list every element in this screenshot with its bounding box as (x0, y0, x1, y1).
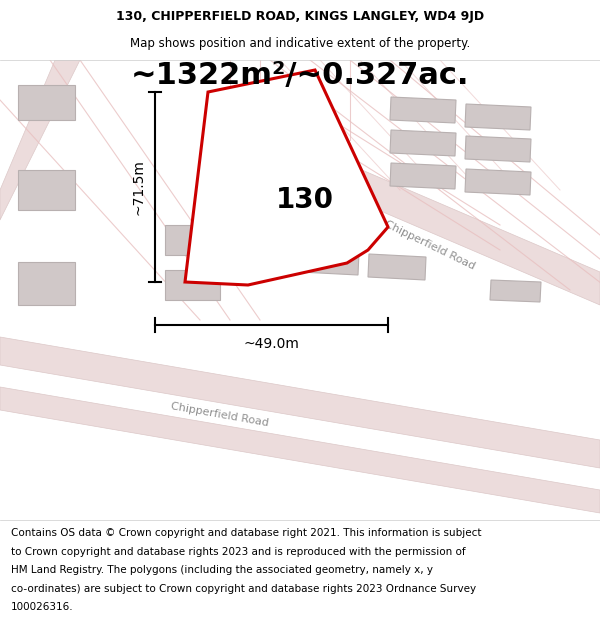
Text: 100026316.: 100026316. (11, 602, 73, 612)
Polygon shape (18, 85, 75, 120)
Polygon shape (465, 169, 531, 195)
Polygon shape (185, 70, 388, 285)
Polygon shape (0, 60, 80, 220)
Polygon shape (215, 107, 600, 305)
Polygon shape (368, 254, 426, 280)
Polygon shape (390, 97, 456, 123)
Text: ~71.5m: ~71.5m (131, 159, 145, 215)
Text: ~1322m²/~0.327ac.: ~1322m²/~0.327ac. (131, 61, 469, 90)
Polygon shape (390, 163, 456, 189)
Polygon shape (165, 225, 220, 255)
Polygon shape (18, 170, 75, 210)
Polygon shape (490, 280, 541, 302)
Polygon shape (465, 136, 531, 162)
Polygon shape (0, 387, 600, 513)
Text: co-ordinates) are subject to Crown copyright and database rights 2023 Ordnance S: co-ordinates) are subject to Crown copyr… (11, 584, 476, 594)
Text: Contains OS data © Crown copyright and database right 2021. This information is : Contains OS data © Crown copyright and d… (11, 528, 481, 538)
Polygon shape (300, 249, 359, 275)
Polygon shape (18, 262, 75, 305)
Polygon shape (465, 104, 531, 130)
Text: HM Land Registry. The polygons (including the associated geometry, namely x, y: HM Land Registry. The polygons (includin… (11, 565, 433, 575)
Text: Chipperfield Road: Chipperfield Road (170, 401, 270, 429)
Text: to Crown copyright and database rights 2023 and is reproduced with the permissio: to Crown copyright and database rights 2… (11, 547, 466, 557)
Text: Map shows position and indicative extent of the property.: Map shows position and indicative extent… (130, 37, 470, 50)
Text: Chipperfield Road: Chipperfield Road (383, 219, 477, 271)
Polygon shape (0, 337, 600, 468)
Polygon shape (165, 270, 220, 300)
Text: ~49.0m: ~49.0m (244, 337, 299, 351)
Text: 130: 130 (276, 186, 334, 214)
Text: 130, CHIPPERFIELD ROAD, KINGS LANGLEY, WD4 9JD: 130, CHIPPERFIELD ROAD, KINGS LANGLEY, W… (116, 10, 484, 23)
Polygon shape (390, 130, 456, 156)
